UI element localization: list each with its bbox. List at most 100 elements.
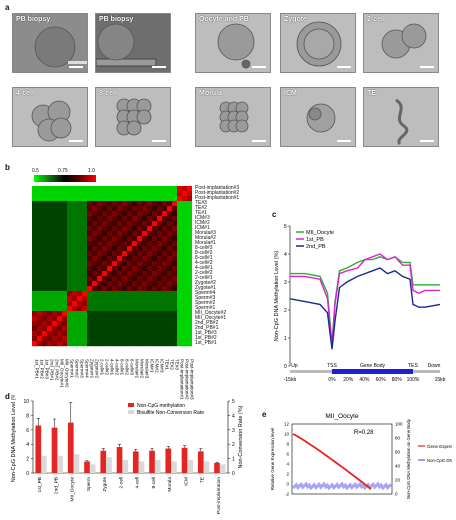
heatmap-cell xyxy=(87,276,93,282)
heatmap-cell xyxy=(172,221,178,227)
heatmap-cell xyxy=(127,236,133,242)
heatmap-cell xyxy=(62,186,68,192)
heatmap-cell xyxy=(162,201,168,207)
heatmap-cell xyxy=(132,341,138,347)
heatmap-cell xyxy=(147,331,153,337)
heatmap-cell xyxy=(157,211,163,217)
heatmap-cell xyxy=(117,266,123,272)
heatmap-cell xyxy=(67,266,73,272)
heatmap-cell xyxy=(42,196,48,202)
heatmap-cell xyxy=(132,211,138,217)
heatmap-cell xyxy=(142,236,148,242)
heatmap-cell xyxy=(32,231,38,237)
heatmap-cell xyxy=(182,291,188,297)
heatmap-cell xyxy=(47,276,53,282)
heatmap-cell xyxy=(152,281,158,287)
heatmap-cell xyxy=(87,246,93,252)
heatmap-cell xyxy=(52,261,58,267)
heatmap-cell xyxy=(57,186,63,192)
heatmap-cell xyxy=(107,286,113,292)
heatmap-cell xyxy=(77,251,83,257)
heatmap-cell xyxy=(177,241,183,247)
heatmap-cell xyxy=(52,316,58,322)
heatmap-cell xyxy=(57,281,63,287)
heatmap-cell xyxy=(132,321,138,327)
heatmap-cell xyxy=(147,206,153,212)
heatmap-cell xyxy=(137,226,143,232)
heatmap-cell xyxy=(177,316,183,322)
y-axis-label-left: Non-CpG DNA Methylation Level (%) xyxy=(11,395,17,482)
heatmap-cell xyxy=(107,306,113,312)
heatmap-cell xyxy=(62,216,68,222)
heatmap-cell xyxy=(127,276,133,282)
heatmap-cell xyxy=(47,316,53,322)
heatmap-cell xyxy=(62,231,68,237)
heatmap-column-label: 8-cell#2 xyxy=(125,359,130,376)
micrograph-label: 8-cell xyxy=(99,90,117,97)
heatmap-row-label: 2nd_PB#2 xyxy=(195,320,219,326)
heatmap-cell xyxy=(152,206,158,212)
heatmap-cell xyxy=(142,196,148,202)
micrograph-image: 4-cell xyxy=(12,87,88,147)
heatmap-cell xyxy=(127,186,133,192)
scale-bar xyxy=(69,140,83,142)
heatmap-cell xyxy=(57,291,63,297)
series-line xyxy=(290,253,440,347)
heatmap-cell xyxy=(122,281,128,287)
heatmap-cell xyxy=(107,321,113,327)
heatmap-cell xyxy=(102,196,108,202)
micrograph-label: Zygote xyxy=(284,16,307,23)
micrograph-image: 8-cell xyxy=(95,87,171,147)
heatmap-cell xyxy=(97,206,103,212)
heatmap-cell xyxy=(67,236,73,242)
cell-shape xyxy=(50,117,72,139)
heatmap-cell xyxy=(177,291,183,297)
heatmap-cell xyxy=(72,221,78,227)
legend-label: Non-CpG methylation xyxy=(137,403,185,409)
heatmap-cell xyxy=(182,196,188,202)
heatmap-cell xyxy=(167,286,173,292)
heatmap-cell xyxy=(167,226,173,232)
cell-shape xyxy=(97,23,135,61)
cell-illustration xyxy=(31,100,72,142)
micrograph-image: Morula xyxy=(195,87,271,147)
heatmap-cell xyxy=(47,341,53,347)
heatmap-cell xyxy=(142,271,148,277)
heatmap-cell xyxy=(52,326,58,332)
heatmap-cell xyxy=(137,276,143,282)
heatmap-cell xyxy=(72,201,78,207)
heatmap-cell xyxy=(37,266,43,272)
heatmap-cell xyxy=(117,341,123,347)
heatmap-cell xyxy=(42,226,48,232)
heatmap-cell xyxy=(162,266,168,272)
heatmap-cell xyxy=(107,281,113,287)
region-label: Gene Body xyxy=(360,363,386,369)
heatmap-cell xyxy=(187,321,192,327)
heatmap-cell xyxy=(57,241,63,247)
heatmap-cell xyxy=(47,326,53,332)
heatmap-column-label: ICM#1 xyxy=(150,359,155,373)
heatmap-cell xyxy=(107,201,113,207)
heatmap-cell xyxy=(127,226,133,232)
heatmap-cell xyxy=(142,261,148,267)
heatmap-cell xyxy=(67,251,73,257)
heatmap-cell xyxy=(67,286,73,292)
heatmap-cell xyxy=(42,276,48,282)
heatmap-cell xyxy=(87,271,93,277)
heatmap-cell xyxy=(172,326,178,332)
heatmap-cell xyxy=(142,251,148,257)
heatmap-cell xyxy=(172,226,178,232)
heatmap-cell xyxy=(57,326,63,332)
heatmap-cell xyxy=(82,336,88,342)
micrograph-image: PB biopsy xyxy=(12,13,88,73)
heatmap-row-label: MII_Oocyte#2 xyxy=(195,310,227,316)
heatmap-cell xyxy=(102,206,108,212)
heatmap-cell xyxy=(152,301,158,307)
heatmap-cell xyxy=(52,311,58,317)
heatmap-cell xyxy=(162,216,168,222)
cell-illustration xyxy=(217,23,255,69)
heatmap-column-label: MII_Oocyte#2 xyxy=(65,359,70,388)
heatmap-cell xyxy=(52,286,58,292)
heatmap-cell xyxy=(152,266,158,272)
heatmap-cell xyxy=(167,256,173,262)
